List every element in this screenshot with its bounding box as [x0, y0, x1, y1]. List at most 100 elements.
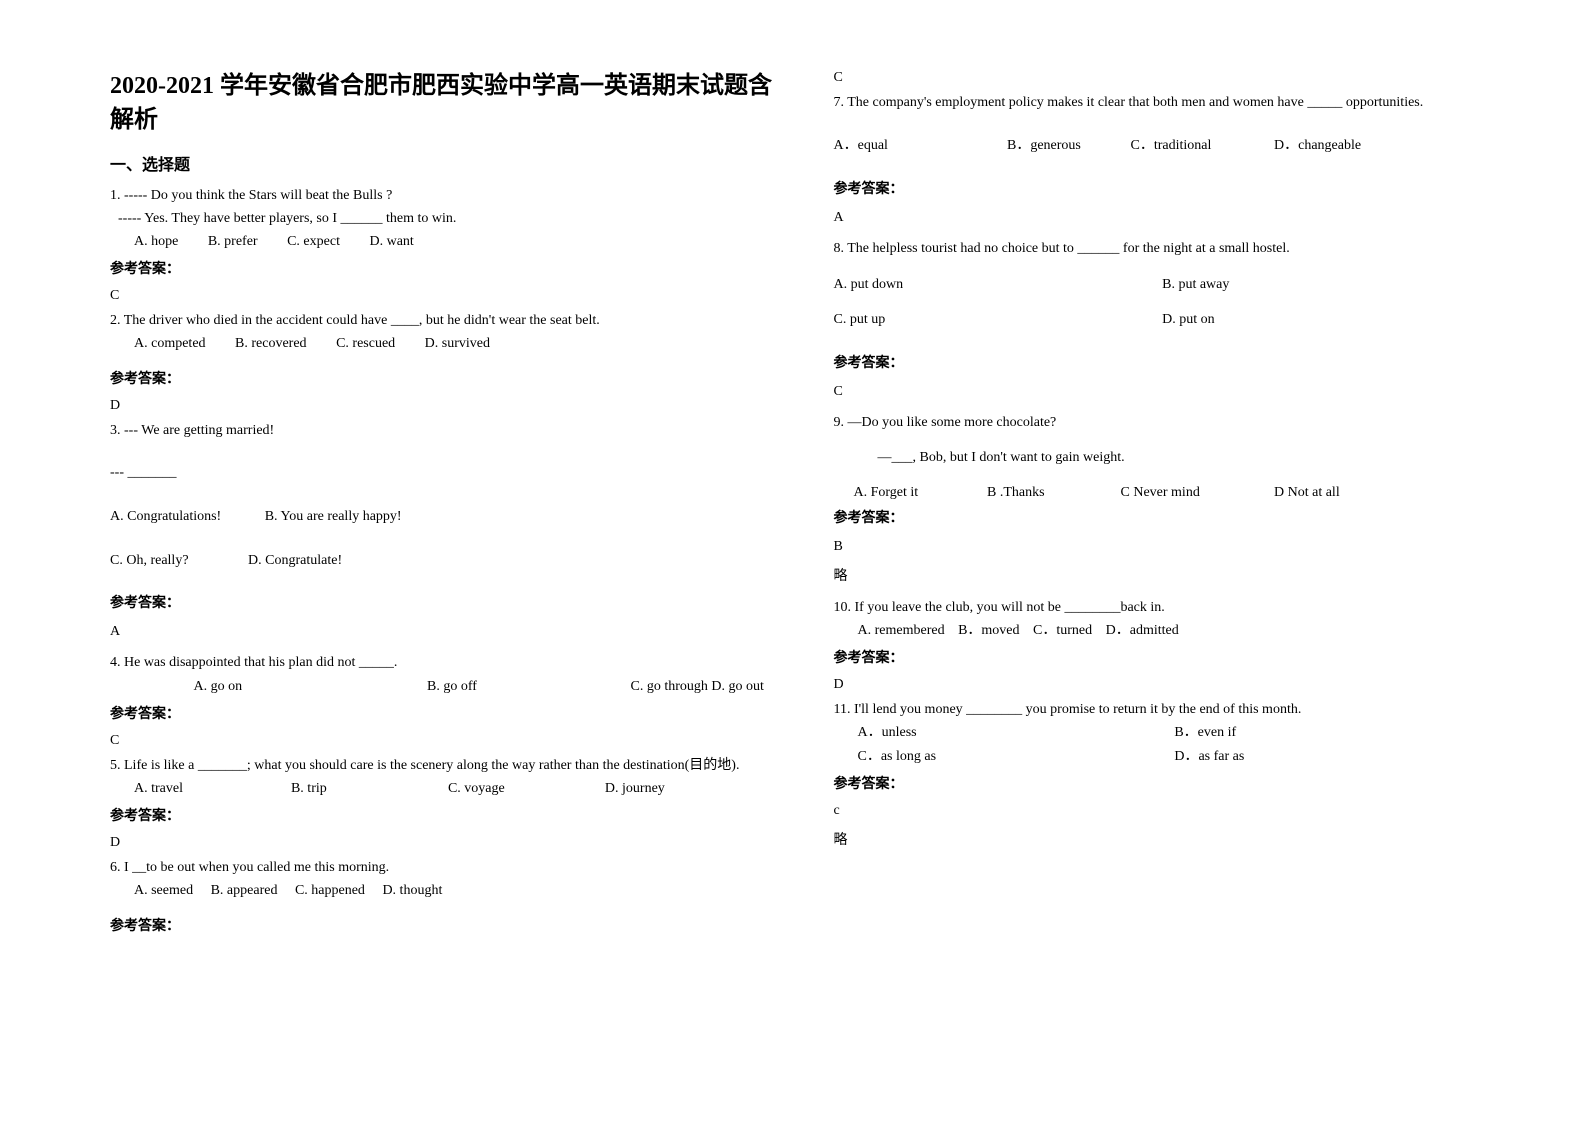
q7-opt-c: C．traditional: [1131, 134, 1271, 158]
q10-opt-b: B．moved: [958, 619, 1019, 643]
q3-opt-a: A. Congratulations!: [110, 505, 221, 529]
q3-stem: 3. --- We are getting married!: [110, 420, 774, 442]
q10-opt-a: A. remembered: [858, 619, 945, 643]
q1-opt-b: B. prefer: [208, 230, 258, 254]
q11-opt-a: A．unless: [858, 721, 1171, 745]
q3-options-row2: C. Oh, really? D. Congratulate!: [110, 549, 774, 573]
q5-opt-b: B. trip: [291, 777, 444, 801]
q10-answer: D: [834, 677, 1498, 693]
q8-stem: 8. The helpless tourist had no choice bu…: [834, 238, 1498, 260]
q5-opt-d: D. journey: [605, 777, 758, 801]
q8-answer: C: [834, 384, 1498, 400]
q8-options-row1: A. put down B. put away: [834, 273, 1498, 297]
q5-options: A. travel B. trip C. voyage D. journey: [110, 777, 774, 801]
q4-ref-label: 参考答案：: [110, 703, 774, 723]
q1-opt-a: A. hope: [134, 230, 178, 254]
q7-stem: 7. The company's employment policy makes…: [834, 92, 1498, 114]
q5-opt-c: C. voyage: [448, 777, 601, 801]
q4-opt-b: B. go off: [427, 675, 627, 699]
q8-ref-label: 参考答案：: [834, 352, 1498, 372]
q2-options: A. competed B. recovered C. rescued D. s…: [110, 332, 774, 356]
q3-opt-b: B. You are really happy!: [265, 505, 402, 529]
q1-options: A. hope B. prefer C. expect D. want: [110, 230, 774, 254]
q11-opt-c: C．as long as: [858, 745, 1171, 769]
q1-ref-label: 参考答案：: [110, 258, 774, 278]
q6-opt-a: A. seemed: [134, 879, 193, 903]
q5-answer: D: [110, 835, 774, 851]
q7-opt-d: D．changeable: [1274, 134, 1361, 158]
q3-answer: A: [110, 624, 774, 640]
q11-opt-d: D．as far as: [1174, 745, 1487, 769]
q3-options-row1: A. Congratulations! B. You are really ha…: [110, 505, 774, 529]
q8-opt-b: B. put away: [1162, 273, 1487, 297]
q6-stem: 6. I __to be out when you called me this…: [110, 857, 774, 879]
q7-opt-b: B．generous: [1007, 134, 1127, 158]
q6-opt-b: B. appeared: [211, 879, 278, 903]
q11-note: 略: [834, 829, 1498, 849]
q1-answer: C: [110, 288, 774, 304]
q5-ref-label: 参考答案：: [110, 805, 774, 825]
q9-options: A. Forget it B .Thanks C Never mind D No…: [834, 481, 1498, 505]
q9-opt-d: D Not at all: [1274, 481, 1340, 505]
q9-stem: 9. —Do you like some more chocolate?: [834, 412, 1498, 434]
q6-options: A. seemed B. appeared C. happened D. tho…: [110, 879, 774, 903]
q9-answer: B: [834, 539, 1498, 555]
q9-opt-a: A. Forget it: [854, 481, 984, 505]
q1-line1: 1. ----- Do you think the Stars will bea…: [110, 185, 774, 207]
q11-opt-b: B．even if: [1174, 721, 1487, 745]
right-column: C 7. The company's employment policy mak…: [804, 70, 1508, 1082]
q11-answer: c: [834, 803, 1498, 819]
q2-ref-label: 参考答案：: [110, 368, 774, 388]
q6-opt-d: D. thought: [382, 879, 442, 903]
q9-opt-c: C Never mind: [1121, 481, 1271, 505]
q3-stem2: --- _______: [110, 462, 774, 484]
q6-ref-label: 参考答案：: [110, 915, 774, 935]
q3-ref-label: 参考答案：: [110, 592, 774, 612]
q4-opt-d: D. go out: [711, 675, 764, 699]
q11-ref-label: 参考答案：: [834, 773, 1498, 793]
q6-opt-c: C. happened: [295, 879, 365, 903]
q5-stem: 5. Life is like a _______; what you shou…: [110, 755, 774, 777]
q2-opt-d: D. survived: [425, 332, 490, 356]
q10-ref-label: 参考答案：: [834, 647, 1498, 667]
q11-options-row1: A．unless B．even if: [834, 721, 1498, 745]
q10-stem: 10. If you leave the club, you will not …: [834, 597, 1498, 619]
q3-opt-c: C. Oh, really?: [110, 549, 189, 573]
q7-answer: A: [834, 210, 1498, 226]
q2-stem: 2. The driver who died in the accident c…: [110, 310, 774, 332]
q7-opt-a: A．equal: [834, 134, 1004, 158]
q8-options-row2: C. put up D. put on: [834, 308, 1498, 332]
q5-opt-a: A. travel: [134, 777, 287, 801]
q2-opt-c: C. rescued: [336, 332, 395, 356]
q9-stem2: —___, Bob, but I don't want to gain weig…: [834, 447, 1498, 469]
q2-opt-b: B. recovered: [235, 332, 307, 356]
q4-answer: C: [110, 733, 774, 749]
q7-options: A．equal B．generous C．traditional D．chang…: [834, 134, 1498, 158]
q8-opt-d: D. put on: [1162, 308, 1487, 332]
section-heading: 一、选择题: [110, 151, 774, 175]
q4-options: A. go on B. go off C. go through D. go o…: [110, 675, 774, 699]
q8-opt-c: C. put up: [834, 308, 1159, 332]
q7-ref-label: 参考答案：: [834, 178, 1498, 198]
q10-opt-c: C．turned: [1033, 619, 1092, 643]
q4-opt-a: A. go on: [194, 675, 424, 699]
q2-answer: D: [110, 398, 774, 414]
q11-options-row2: C．as long as D．as far as: [834, 745, 1498, 769]
q8-opt-a: A. put down: [834, 273, 1159, 297]
q3-opt-d: D. Congratulate!: [248, 549, 342, 573]
q10-options: A. remembered B．moved C．turned D．admitte…: [834, 619, 1498, 643]
q9-ref-label: 参考答案：: [834, 507, 1498, 527]
q6-answer: C: [834, 70, 1498, 86]
q1-opt-d: D. want: [369, 230, 413, 254]
q1-opt-c: C. expect: [287, 230, 340, 254]
q2-opt-a: A. competed: [134, 332, 206, 356]
q1-line2: ----- Yes. They have better players, so …: [110, 208, 774, 230]
q4-stem: 4. He was disappointed that his plan did…: [110, 652, 774, 674]
left-column: 2020-2021 学年安徽省合肥市肥西实验中学高一英语期末试题含解析 一、选择…: [100, 70, 804, 1082]
document-title: 2020-2021 学年安徽省合肥市肥西实验中学高一英语期末试题含解析: [110, 70, 774, 137]
q4-opt-c: C. go through: [631, 675, 708, 699]
q9-opt-b: B .Thanks: [987, 481, 1117, 505]
q11-stem: 11. I'll lend you money ________ you pro…: [834, 699, 1498, 721]
q10-opt-d: D．admitted: [1106, 619, 1179, 643]
q9-note: 略: [834, 565, 1498, 585]
